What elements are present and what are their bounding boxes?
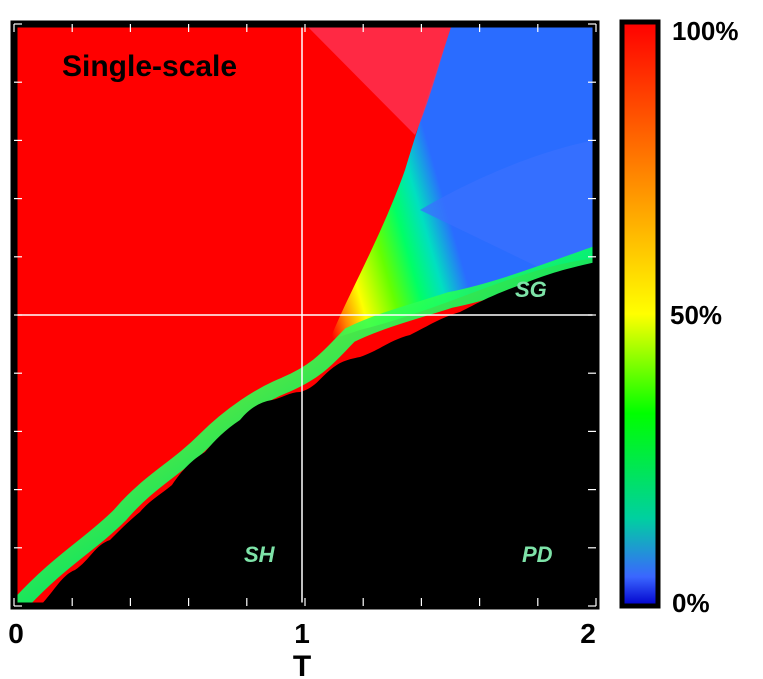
x-axis-label: T bbox=[293, 650, 311, 679]
chart-title: Single-scale bbox=[62, 50, 237, 83]
x-tick-label-1: 1 bbox=[294, 618, 310, 649]
black-region bbox=[40, 262, 596, 606]
tick-marks bbox=[13, 23, 597, 607]
colorbar-label-100: 100% bbox=[672, 16, 739, 46]
colorbar bbox=[619, 19, 661, 609]
region-label-sg: SG bbox=[515, 277, 547, 302]
upper-highlight bbox=[305, 24, 452, 135]
x-tick-label-0: 0 bbox=[8, 618, 24, 649]
x-tick-label-2: 2 bbox=[580, 618, 596, 649]
region-label-pd: PD bbox=[522, 542, 553, 567]
boundary-glow bbox=[14, 246, 596, 606]
colorbar-label-50: 50% bbox=[670, 300, 722, 330]
blue-zone bbox=[420, 140, 596, 268]
colorbar-label-0: 0% bbox=[672, 588, 710, 618]
region-label-sh: SH bbox=[244, 542, 276, 567]
